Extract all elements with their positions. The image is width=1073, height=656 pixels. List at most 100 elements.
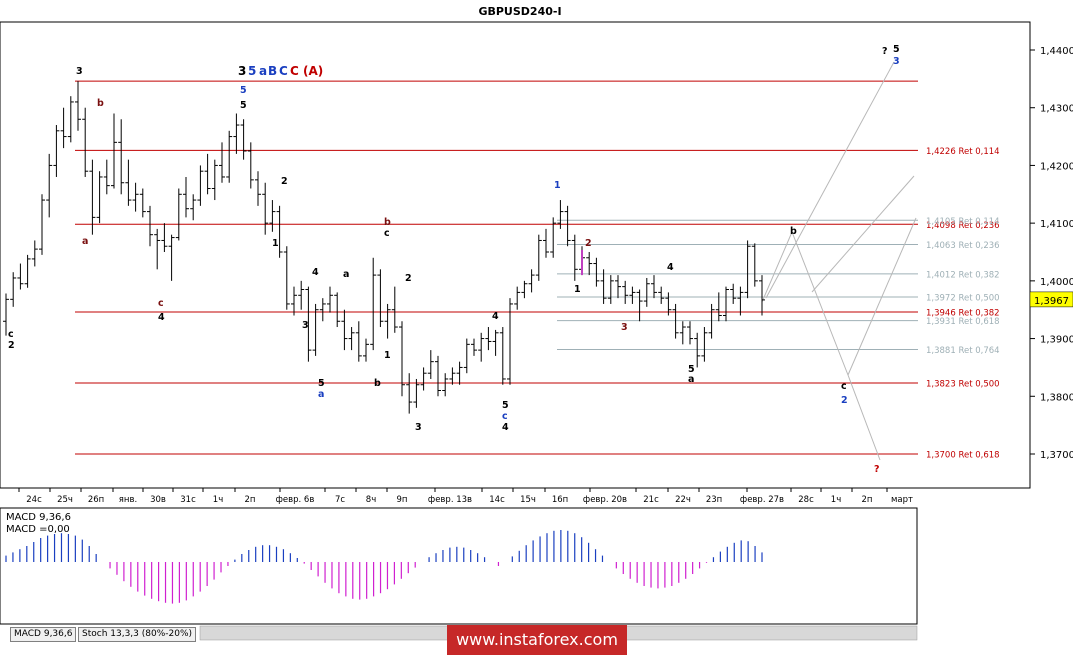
fib-label-grey: 1,3881 Ret 0,764 bbox=[926, 346, 1000, 356]
wave-count-mark: c bbox=[502, 411, 508, 422]
wave-count-mark: a bbox=[343, 269, 349, 280]
projection-line bbox=[765, 61, 895, 299]
fib-label-red: 1,3946 Ret 0,382 bbox=[926, 309, 1000, 319]
wave-count-mark: 4 bbox=[667, 262, 674, 273]
fib-label-grey: 1,3931 Ret 0,618 bbox=[926, 317, 1000, 327]
y-tick-label: 1,4100 bbox=[1040, 219, 1073, 230]
fib-label-red: 1,3700 Ret 0,618 bbox=[926, 451, 1000, 461]
wave-count-mark: 4 bbox=[492, 311, 499, 322]
wave-count-mark: 3 bbox=[415, 422, 422, 433]
time-axis: 24c 25ч 26п янв. 30в 31c 1ч 2п февр. 6в 7c 8ч 9п фев… bbox=[18, 488, 913, 505]
y-tick-label: 1,4200 bbox=[1040, 161, 1073, 172]
x-tick-label: 14c bbox=[489, 495, 505, 505]
wave-header-label: 3 bbox=[238, 64, 246, 78]
wave-count-mark: 3 bbox=[621, 322, 628, 333]
projection-line bbox=[761, 230, 881, 461]
fib-label-grey: 1,3972 Ret 0,500 bbox=[926, 294, 1000, 304]
wave-labels: 3 5 a B C C (A)3bac2c45521435aabbc12345c412134… bbox=[8, 44, 900, 475]
fib-label-red: 1,4098 Ret 0,236 bbox=[926, 221, 1000, 231]
watermark-banner[interactable]: www.instaforex.com bbox=[447, 625, 627, 655]
y-tick-label: 1,4000 bbox=[1040, 277, 1073, 288]
y-tick-label: 1,4300 bbox=[1040, 104, 1073, 115]
tab-stoch[interactable]: Stoch 13,3,3 (80%-20%) bbox=[78, 627, 197, 642]
price-axis: 1,4400 1,4300 1,4200 1,4100 1,4000 1,3900 1,38… bbox=[1030, 46, 1073, 461]
wave-count-mark: a bbox=[688, 374, 694, 385]
wave-count-mark: b bbox=[790, 226, 797, 237]
x-tick-label: март bbox=[891, 495, 913, 505]
wave-count-mark: 3 bbox=[893, 56, 900, 67]
wave-header-label: 5 bbox=[248, 64, 256, 78]
wave-count-mark: b bbox=[384, 217, 391, 228]
fib-label-grey: 1,4063 Ret 0,236 bbox=[926, 241, 1000, 251]
projection-line bbox=[847, 217, 917, 376]
wave-header-label: C bbox=[279, 64, 288, 78]
wave-count-mark: b bbox=[97, 98, 104, 109]
x-tick-label: 30в bbox=[150, 495, 166, 505]
wave-count-mark: 4 bbox=[502, 422, 509, 433]
wave-count-mark: 1 bbox=[574, 284, 581, 295]
x-tick-label: 7c bbox=[335, 495, 345, 505]
wave-count-mark: 4 bbox=[158, 312, 165, 323]
x-tick-label: 28c bbox=[798, 495, 814, 505]
x-tick-label: февр. 20в bbox=[583, 495, 627, 505]
wave-count-mark: 1 bbox=[384, 350, 391, 361]
x-tick-label: 9п bbox=[397, 495, 408, 505]
indicator-panel-frame bbox=[0, 507, 918, 625]
wave-count-mark: a bbox=[82, 236, 88, 247]
chart-title: GBPUSD240-I bbox=[478, 5, 561, 18]
wave-count-mark: ? bbox=[882, 46, 888, 57]
fib-label-grey: 1,4105 Ret 0,114 bbox=[926, 217, 1000, 227]
wave-count-mark: c bbox=[841, 381, 847, 392]
fib-label-red: 1,4226 Ret 0,114 bbox=[926, 147, 1000, 157]
wave-count-mark: 2 bbox=[841, 395, 848, 406]
wave-count-mark: ? bbox=[874, 464, 880, 475]
x-tick-label: февр. 27в bbox=[740, 495, 784, 505]
wave-count-mark: 3 bbox=[76, 66, 83, 77]
wave-count-mark: a bbox=[318, 389, 324, 400]
x-tick-label: февр. 6в bbox=[276, 495, 315, 505]
wave-count-mark: c bbox=[384, 228, 390, 239]
fib-label-red: 1,3823 Ret 0,500 bbox=[926, 380, 1000, 390]
y-tick-label: 1,3800 bbox=[1040, 392, 1073, 403]
tab-macd[interactable]: MACD 9,36,6 bbox=[10, 627, 77, 642]
y-tick-label: 1,3900 bbox=[1040, 335, 1073, 346]
x-tick-label: 24c bbox=[26, 495, 42, 505]
wave-count-mark: 5 bbox=[240, 100, 247, 111]
fib-grey-lines: 1,4105 Ret 0,114 1,4063 Ret 0,236 1,4012 R… bbox=[557, 217, 1000, 356]
x-tick-label: 26п bbox=[88, 495, 104, 505]
x-tick-label: янв. bbox=[119, 495, 137, 505]
wave-count-mark: 1 bbox=[554, 180, 561, 191]
wave-header-label: (A) bbox=[303, 64, 323, 78]
fib-red-lines: 1,4226 Ret 0,114 1,4098 Ret 0,236 1,3946 R… bbox=[75, 80, 1000, 461]
x-tick-label: 23п bbox=[706, 495, 722, 505]
wave-count-mark: 2 bbox=[281, 176, 288, 187]
projection-lines bbox=[761, 61, 917, 461]
x-tick-label: 1ч bbox=[213, 495, 223, 505]
wave-count-mark: 2 bbox=[405, 273, 412, 284]
wave-count-mark: 5 bbox=[502, 400, 509, 411]
y-tick-label: 1,4400 bbox=[1040, 46, 1073, 57]
wave-count-mark: 4 bbox=[312, 267, 319, 278]
x-tick-label: 2п bbox=[862, 495, 873, 505]
wave-count-mark: c bbox=[158, 298, 164, 309]
current-price-box bbox=[1029, 291, 1073, 308]
wave-count-mark: 5 bbox=[318, 378, 325, 389]
x-tick-label: 31c bbox=[180, 495, 196, 505]
x-tick-label: 21c bbox=[643, 495, 659, 505]
x-tick-label: 16п bbox=[552, 495, 568, 505]
wave-header-label: B bbox=[268, 64, 277, 78]
x-tick-label: 1ч bbox=[831, 495, 841, 505]
wave-count-mark: 1 bbox=[272, 238, 279, 249]
wave-count-mark: 5 bbox=[893, 44, 900, 55]
price-panel-frame bbox=[0, 21, 1031, 489]
macd-histogram bbox=[5, 530, 763, 604]
wave-header-label: C bbox=[290, 64, 299, 78]
fib-label-grey: 1,4012 Ret 0,382 bbox=[926, 270, 1000, 280]
y-tick-label: 1,3700 bbox=[1040, 450, 1073, 461]
wave-count-mark: 2 bbox=[585, 238, 592, 249]
x-tick-label: 15ч bbox=[520, 495, 536, 505]
wave-count-mark: 5 bbox=[240, 85, 247, 96]
x-tick-label: 22ч bbox=[675, 495, 691, 505]
x-tick-label: 25ч bbox=[57, 495, 73, 505]
